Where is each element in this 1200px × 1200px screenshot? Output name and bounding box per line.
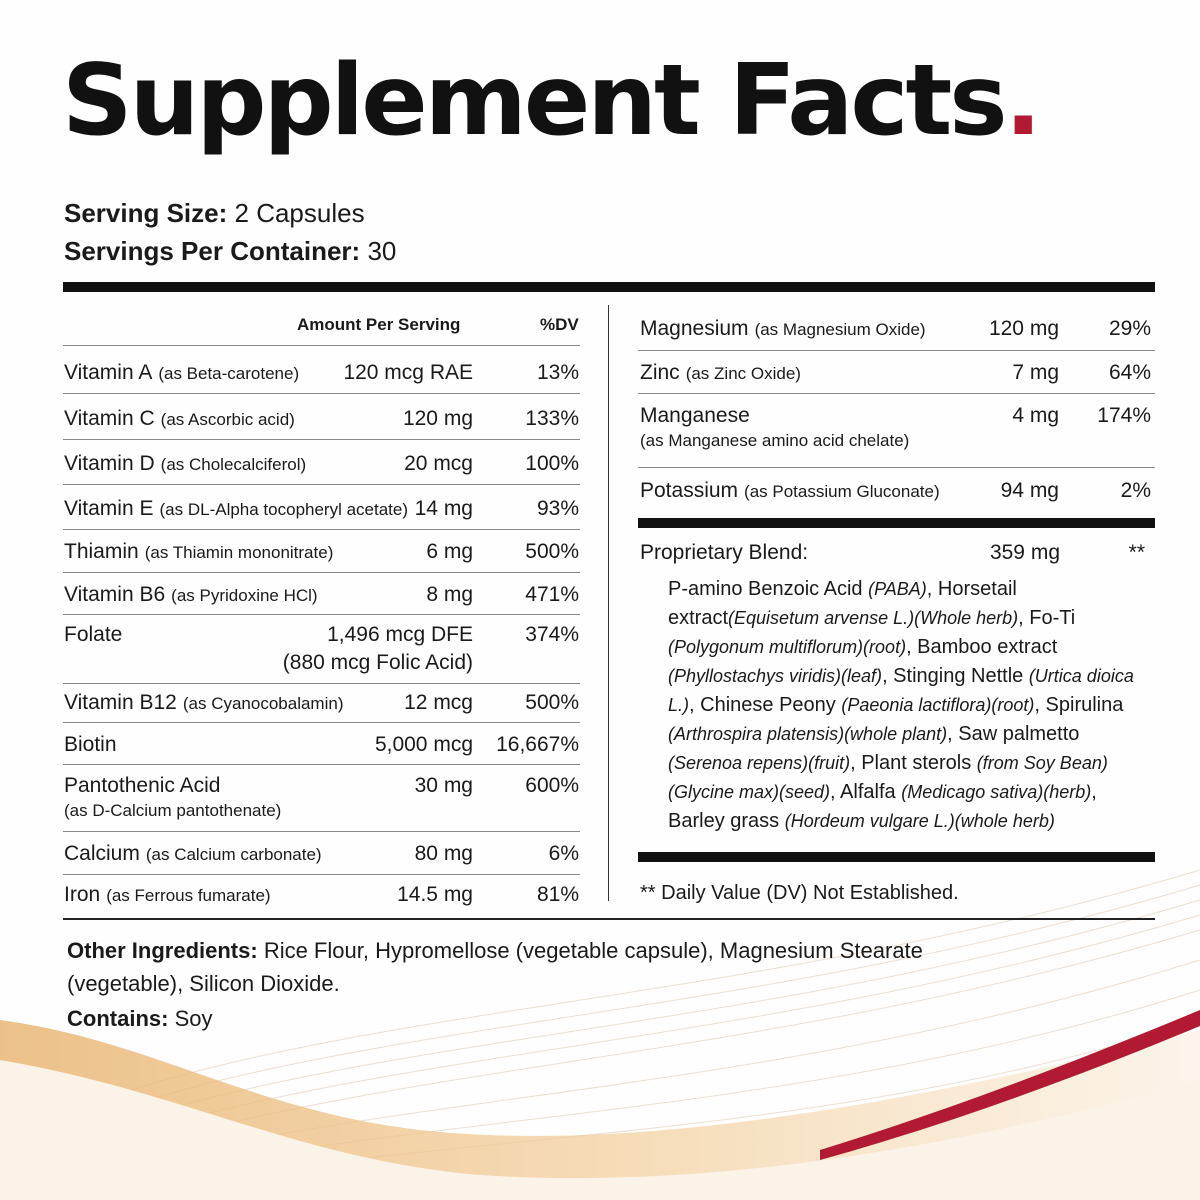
serving-size: Serving Size: 2 Capsules — [64, 198, 365, 228]
nutrient-amount: 80 mg — [414, 842, 473, 865]
nutrient-name: Biotin — [64, 733, 117, 756]
nutrient-dv: 100% — [525, 452, 579, 475]
row-rule — [63, 484, 580, 485]
nutrient-name: Pantothenic Acid — [64, 774, 221, 797]
nutrient-amount: 30 mg — [414, 774, 473, 797]
nutrient-name: Vitamin A (as Beta-carotene) — [64, 361, 300, 384]
nutrient-dv: 16,667% — [496, 733, 579, 756]
nutrient-dv: 500% — [525, 540, 579, 563]
blend-divider-bar — [638, 518, 1155, 528]
nutrient-amount: 14.5 mg — [397, 883, 473, 906]
nutrient-amount: 120 mcg RAE — [343, 361, 473, 384]
nutrient-dv: 64% — [1108, 361, 1151, 384]
row-rule — [638, 393, 1155, 394]
nutrient-dv: 500% — [525, 691, 579, 714]
nutrient-amount: 6 mg — [426, 540, 473, 563]
note-divider-bar — [638, 852, 1155, 862]
nutrient-name: Potassium (as Potassium Gluconate) — [640, 479, 940, 502]
row-rule — [63, 614, 580, 615]
page-title: Supplement Facts. — [62, 44, 1042, 158]
dv-header: %DV — [540, 315, 579, 334]
nutrient-dv: 600% — [525, 774, 579, 797]
nutrient-amount: 5,000 mcg — [374, 733, 473, 756]
nutrient-dv: 93% — [536, 497, 579, 520]
nutrient-name: Vitamin C (as Ascorbic acid) — [64, 407, 295, 430]
nutrient-amount: 8 mg — [426, 583, 473, 606]
nutrient-dv: 133% — [525, 407, 579, 430]
row-rule — [638, 350, 1155, 351]
nutrient-dv: 81% — [536, 883, 579, 906]
nutrient-amount: 4 mg — [1012, 404, 1059, 427]
nutrient-source: (as Manganese amino acid chelate) — [640, 431, 910, 450]
nutrient-name: Thiamin (as Thiamin mononitrate) — [64, 540, 334, 563]
row-rule — [63, 831, 580, 832]
nutrient-amount: 120 mg — [988, 317, 1059, 340]
nutrient-dv: 6% — [548, 842, 579, 865]
nutrient-source: (as D-Calcium pantothenate) — [64, 801, 282, 820]
nutrient-name: Vitamin D (as Cholecalciferol) — [64, 452, 307, 475]
nutrient-dv: 174% — [1097, 404, 1151, 427]
row-rule — [63, 529, 580, 530]
row-rule — [63, 439, 580, 440]
nutrient-amount: 94 mg — [1000, 479, 1059, 502]
nutrient-amount-detail: (880 mcg Folic Acid) — [282, 651, 473, 674]
nutrient-name: Manganese — [640, 404, 750, 427]
row-rule — [63, 572, 580, 573]
row-rule — [63, 683, 580, 684]
nutrient-name: Magnesium (as Magnesium Oxide) — [640, 317, 926, 340]
row-rule — [63, 393, 580, 394]
row-rule — [63, 764, 580, 765]
title-dot: . — [1004, 44, 1042, 158]
other-ingredients-cont: (vegetable), Silicon Dioxide. — [67, 971, 340, 996]
row-rule — [638, 467, 1155, 468]
column-divider — [608, 305, 609, 901]
nutrient-dv: 374% — [525, 623, 579, 646]
contains: Contains: Soy — [67, 1006, 213, 1031]
nutrient-amount: 7 mg — [1012, 361, 1059, 384]
row-rule — [63, 722, 580, 723]
nutrient-amount: 20 mcg — [404, 452, 473, 475]
nutrient-dv: 471% — [525, 583, 579, 606]
row-rule — [63, 874, 580, 875]
amount-per-serving-header: Amount Per Serving — [297, 315, 461, 334]
header-rule — [63, 345, 580, 346]
nutrient-name: Iron (as Ferrous fumarate) — [64, 883, 271, 906]
nutrient-name: Calcium (as Calcium carbonate) — [64, 842, 322, 865]
nutrient-amount: 120 mg — [402, 407, 473, 430]
blend-dv: ** — [1128, 541, 1145, 564]
servings-per-container: Servings Per Container: 30 — [64, 236, 397, 266]
nutrient-name: Vitamin B6 (as Pyridoxine HCl) — [64, 583, 318, 606]
nutrient-dv: 2% — [1120, 479, 1151, 502]
nutrient-name: Folate — [64, 623, 123, 646]
nutrient-amount: 14 mg — [414, 497, 473, 520]
nutrient-amount: 12 mcg — [404, 691, 473, 714]
nutrient-name: Zinc (as Zinc Oxide) — [640, 361, 801, 384]
top-divider-bar — [63, 282, 1155, 292]
bottom-rule — [63, 918, 1155, 920]
dv-note: ** Daily Value (DV) Not Established. — [640, 882, 959, 904]
blend-name: Proprietary Blend: — [640, 541, 809, 564]
nutrient-amount: 1,496 mcg DFE — [327, 623, 473, 646]
nutrient-dv: 29% — [1108, 317, 1151, 340]
nutrient-name: Vitamin E (as DL-Alpha tocopheryl acetate… — [64, 497, 409, 520]
other-ingredients: Other Ingredients: Rice Flour, Hypromell… — [67, 938, 923, 963]
nutrient-name: Vitamin B12 (as Cyanocobalamin) — [64, 691, 344, 714]
nutrient-dv: 13% — [536, 361, 579, 384]
blend-amount: 359 mg — [989, 541, 1060, 564]
blend-ingredients: P-amino Benzoic Acid (PABA), Horsetail e… — [668, 578, 1134, 832]
